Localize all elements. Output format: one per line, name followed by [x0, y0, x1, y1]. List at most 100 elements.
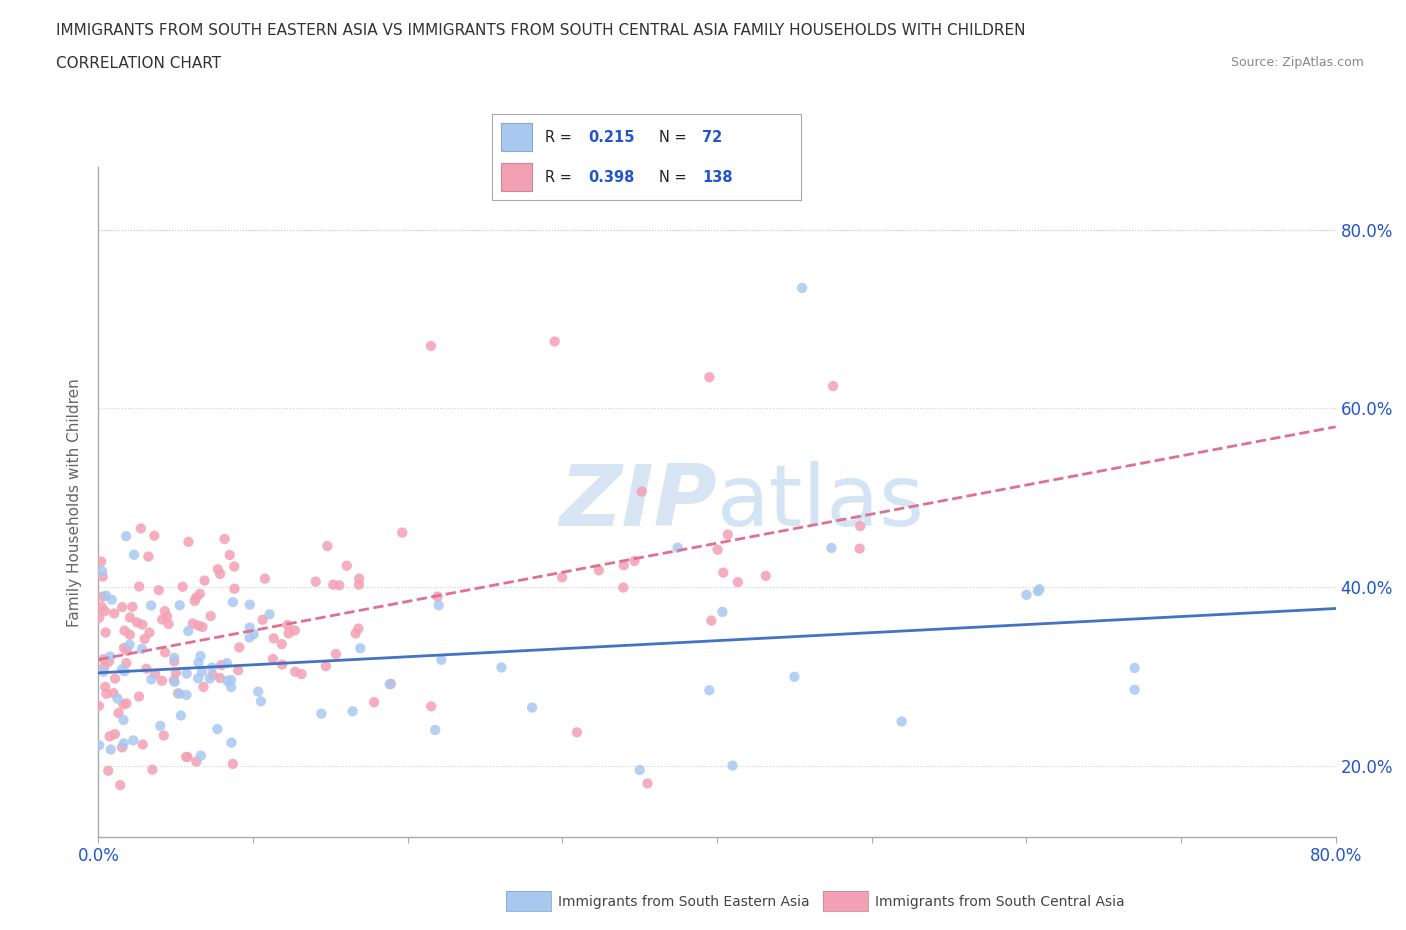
Text: R =: R = [544, 129, 576, 144]
Point [104, 671, 127, 686]
Text: 72: 72 [703, 129, 723, 144]
Point [135, 661, 157, 676]
Point [169, 686, 191, 701]
Point [222, 756, 245, 771]
Point [115, 656, 138, 671]
Point [138, 625, 160, 640]
Point [1026, 584, 1049, 599]
Point [790, 281, 813, 296]
Point [89, 610, 111, 625]
Point [347, 621, 370, 636]
Point [100, 742, 122, 757]
Point [198, 671, 221, 686]
Point [103, 606, 125, 621]
Point [849, 519, 872, 534]
Point [316, 538, 339, 553]
Point [209, 566, 232, 581]
Point [104, 726, 127, 741]
Point [165, 665, 187, 680]
Point [107, 706, 129, 721]
Y-axis label: Family Households with Children: Family Households with Children [67, 378, 83, 627]
Point [623, 553, 645, 568]
Point [380, 676, 402, 691]
Point [97, 654, 120, 669]
Point [108, 777, 131, 792]
Point [115, 644, 138, 658]
Point [628, 763, 651, 777]
Point [430, 652, 453, 667]
Point [169, 598, 191, 613]
Point [128, 579, 150, 594]
Point [209, 658, 232, 672]
Point [588, 563, 610, 578]
Point [172, 579, 194, 594]
Point [163, 650, 186, 665]
Point [520, 700, 543, 715]
Point [191, 619, 214, 634]
Point [247, 684, 270, 699]
Point [848, 541, 870, 556]
Point [112, 736, 135, 751]
Point [706, 542, 728, 557]
Point [167, 686, 190, 701]
Point [783, 670, 806, 684]
Point [252, 612, 274, 627]
Text: 0.398: 0.398 [588, 170, 634, 185]
Point [305, 574, 328, 589]
Text: N =: N = [659, 129, 692, 144]
Point [187, 618, 209, 633]
Text: IMMIGRANTS FROM SOUTH EASTERN ASIA VS IMMIGRANTS FROM SOUTH CENTRAL ASIA FAMILY : IMMIGRANTS FROM SOUTH EASTERN ASIA VS IM… [56, 23, 1026, 38]
Point [103, 685, 125, 700]
Point [191, 664, 214, 679]
Point [163, 654, 186, 669]
Point [697, 683, 720, 698]
Point [207, 722, 229, 737]
Point [315, 658, 337, 673]
Point [176, 687, 198, 702]
Point [187, 671, 209, 685]
Text: Immigrants from South Central Asia: Immigrants from South Central Asia [875, 895, 1125, 910]
Point [128, 689, 150, 704]
Point [378, 677, 401, 692]
Text: 0.215: 0.215 [588, 129, 634, 144]
Point [821, 379, 844, 393]
Point [177, 535, 200, 550]
Point [1028, 582, 1050, 597]
Point [115, 696, 138, 711]
Point [290, 667, 312, 682]
Point [153, 604, 176, 618]
Point [150, 612, 173, 627]
Text: CORRELATION CHART: CORRELATION CHART [56, 56, 221, 71]
Point [111, 600, 134, 615]
Point [214, 532, 236, 547]
Point [711, 604, 734, 619]
Point [253, 571, 276, 586]
Point [98, 729, 121, 744]
Point [224, 559, 246, 574]
Point [87, 698, 110, 713]
Point [141, 671, 163, 686]
Point [347, 571, 370, 586]
Point [186, 754, 208, 769]
Point [219, 680, 242, 695]
Point [612, 580, 634, 595]
Point [177, 624, 200, 639]
Point [259, 607, 281, 622]
Point [699, 370, 721, 385]
Point [551, 570, 574, 585]
Point [112, 698, 135, 712]
Point [153, 645, 176, 660]
Text: Immigrants from South Eastern Asia: Immigrants from South Eastern Asia [558, 895, 810, 910]
Point [112, 641, 135, 656]
Point [193, 680, 215, 695]
Point [666, 540, 689, 555]
Point [201, 660, 224, 675]
Point [284, 664, 307, 679]
Point [1123, 660, 1146, 675]
Point [94, 680, 117, 695]
Point [187, 655, 209, 670]
Point [209, 671, 232, 685]
Point [143, 528, 166, 543]
Point [242, 627, 264, 642]
Point [613, 558, 636, 573]
